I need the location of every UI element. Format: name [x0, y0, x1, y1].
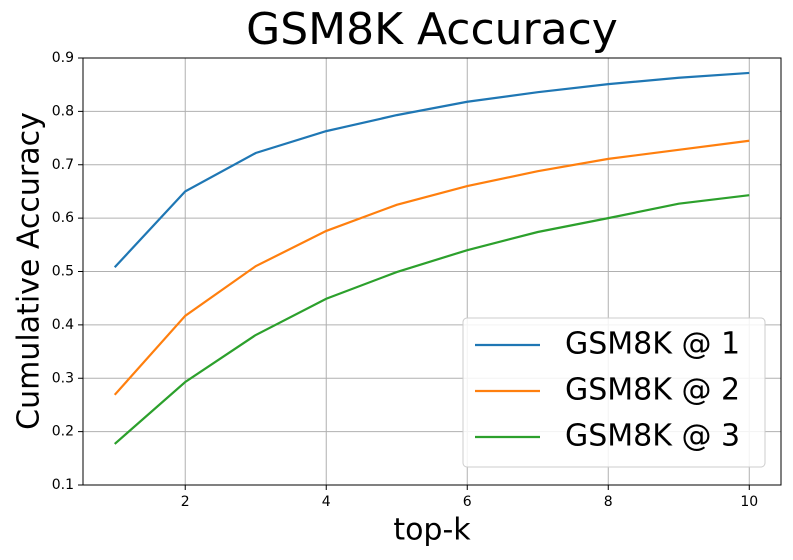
y-tick-label: 0.2 [52, 424, 74, 440]
y-tick-label: 0.7 [52, 157, 74, 173]
data-line [113, 71, 750, 268]
y-axis-label: Cumulative Accuracy [12, 112, 47, 430]
y-tick-label: 0.3 [52, 370, 74, 386]
y-tick-label: 0.9 [52, 50, 74, 66]
x-axis-label: top-k [393, 513, 471, 548]
legend-label: GSM8K @ 1 [565, 327, 740, 362]
plot-frame [82, 57, 782, 486]
legend-label: GSM8K @ 3 [565, 419, 740, 454]
x-tick-label: 10 [740, 494, 758, 510]
y-tick-label: 0.8 [52, 103, 74, 119]
x-tick-label: 4 [322, 494, 331, 510]
chart-title: GSM8K Accuracy [246, 4, 618, 55]
x-tick-label: 6 [463, 494, 472, 510]
legend-label: GSM8K @ 2 [565, 373, 740, 408]
x-tick-label: 8 [604, 494, 613, 510]
y-tick-label: 0.6 [52, 210, 74, 226]
legend-box [462, 317, 766, 468]
data-line [113, 139, 750, 396]
y-tick-label: 0.1 [52, 477, 74, 493]
y-tick-label: 0.5 [52, 264, 74, 280]
data-line [114, 194, 750, 445]
y-tick-label: 0.4 [52, 317, 74, 333]
x-tick-label: 2 [181, 494, 190, 510]
